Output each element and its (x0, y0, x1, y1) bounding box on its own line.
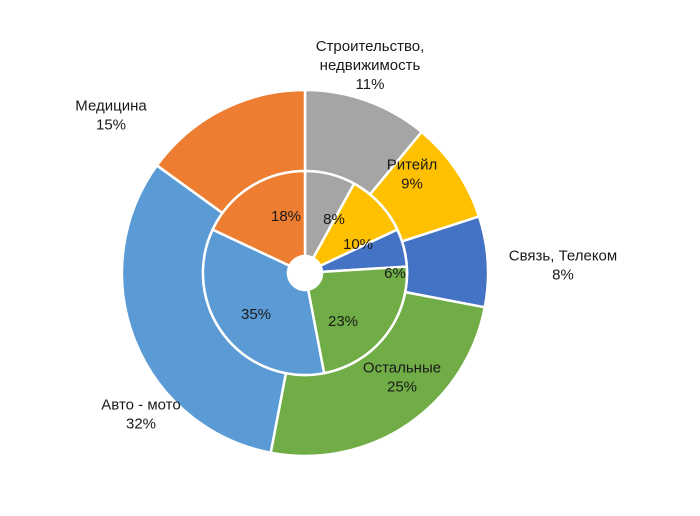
inner-label-строительство-недвижимость: 8% (323, 211, 345, 228)
outer-label-остальные: Остальные 25% (363, 360, 441, 396)
inner-label-связь-телеком: 6% (384, 265, 406, 282)
inner-slice-медицина (211, 169, 307, 268)
inner-label-ритейл: 10% (343, 236, 373, 253)
slices-group (120, 88, 490, 458)
outer-label-ритейл: Ритейл 9% (387, 157, 438, 193)
inner-label-остальные: 23% (328, 313, 358, 330)
outer-label-строительство-недвижимость: Строительство, недвижимость 11% (316, 38, 425, 93)
inner-label-авто-мото: 35% (241, 306, 271, 323)
inner-slice-авто-мото (201, 228, 326, 377)
labels-group: Строительство, недвижимость 11% Ритейл 9% Свя… (75, 38, 617, 433)
outer-label-связь-телеком: Связь, Телеком 8% (509, 248, 617, 284)
outer-label-медицина: Медицина 15% (75, 98, 147, 134)
inner-slice-остальные (306, 265, 409, 375)
outer-label-авто-мото: Авто - мото 32% (101, 397, 180, 433)
inner-label-медицина: 18% (271, 208, 301, 225)
